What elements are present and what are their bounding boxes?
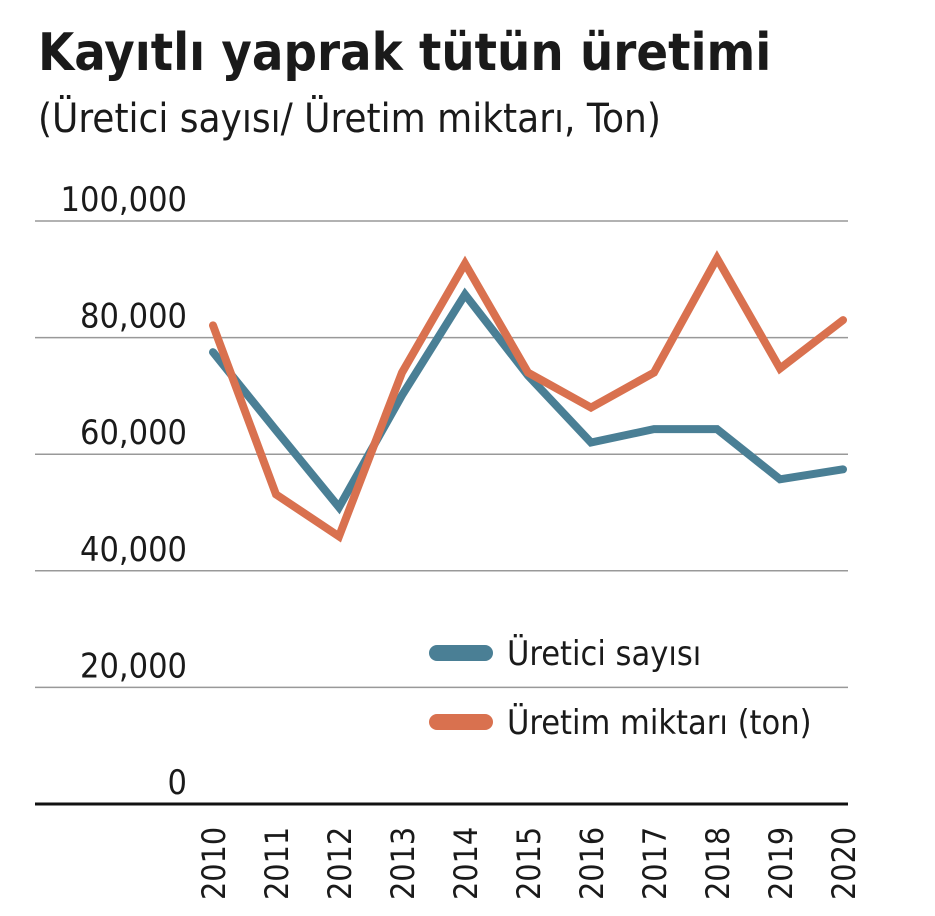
legend-label: Üretici sayısı — [507, 633, 701, 674]
line-series — [209, 250, 847, 543]
chart-subtitle: (Üretici sayısı/ Üretim miktarı, Ton) — [38, 94, 661, 142]
chart-title: Kayıtlı yaprak tütün üretimi — [38, 23, 771, 83]
x-tick-label: 2017 — [636, 827, 674, 900]
y-tick-label: 0 — [168, 763, 187, 803]
x-tick-label: 2010 — [195, 827, 233, 900]
legend-label: Üretim miktarı (ton) — [507, 702, 812, 743]
x-tick-label: 2016 — [573, 827, 611, 900]
y-tick-label: 80,000 — [80, 297, 187, 337]
x-tick-label: 2018 — [699, 827, 737, 900]
x-tick-label: 2020 — [825, 827, 863, 900]
x-tick-label: 2019 — [762, 827, 800, 900]
y-tick-label: 60,000 — [80, 413, 187, 453]
x-tick-label: 2011 — [258, 827, 296, 900]
y-tick-label: 20,000 — [80, 646, 187, 686]
x-tick-label: 2012 — [321, 827, 359, 900]
x-tick-label: 2014 — [447, 827, 485, 900]
line-series — [209, 287, 847, 515]
x-tick-label: 2013 — [384, 827, 422, 900]
y-tick-label: 40,000 — [80, 530, 187, 570]
y-tick-label: 100,000 — [61, 180, 187, 220]
x-tick-label: 2015 — [510, 827, 548, 900]
